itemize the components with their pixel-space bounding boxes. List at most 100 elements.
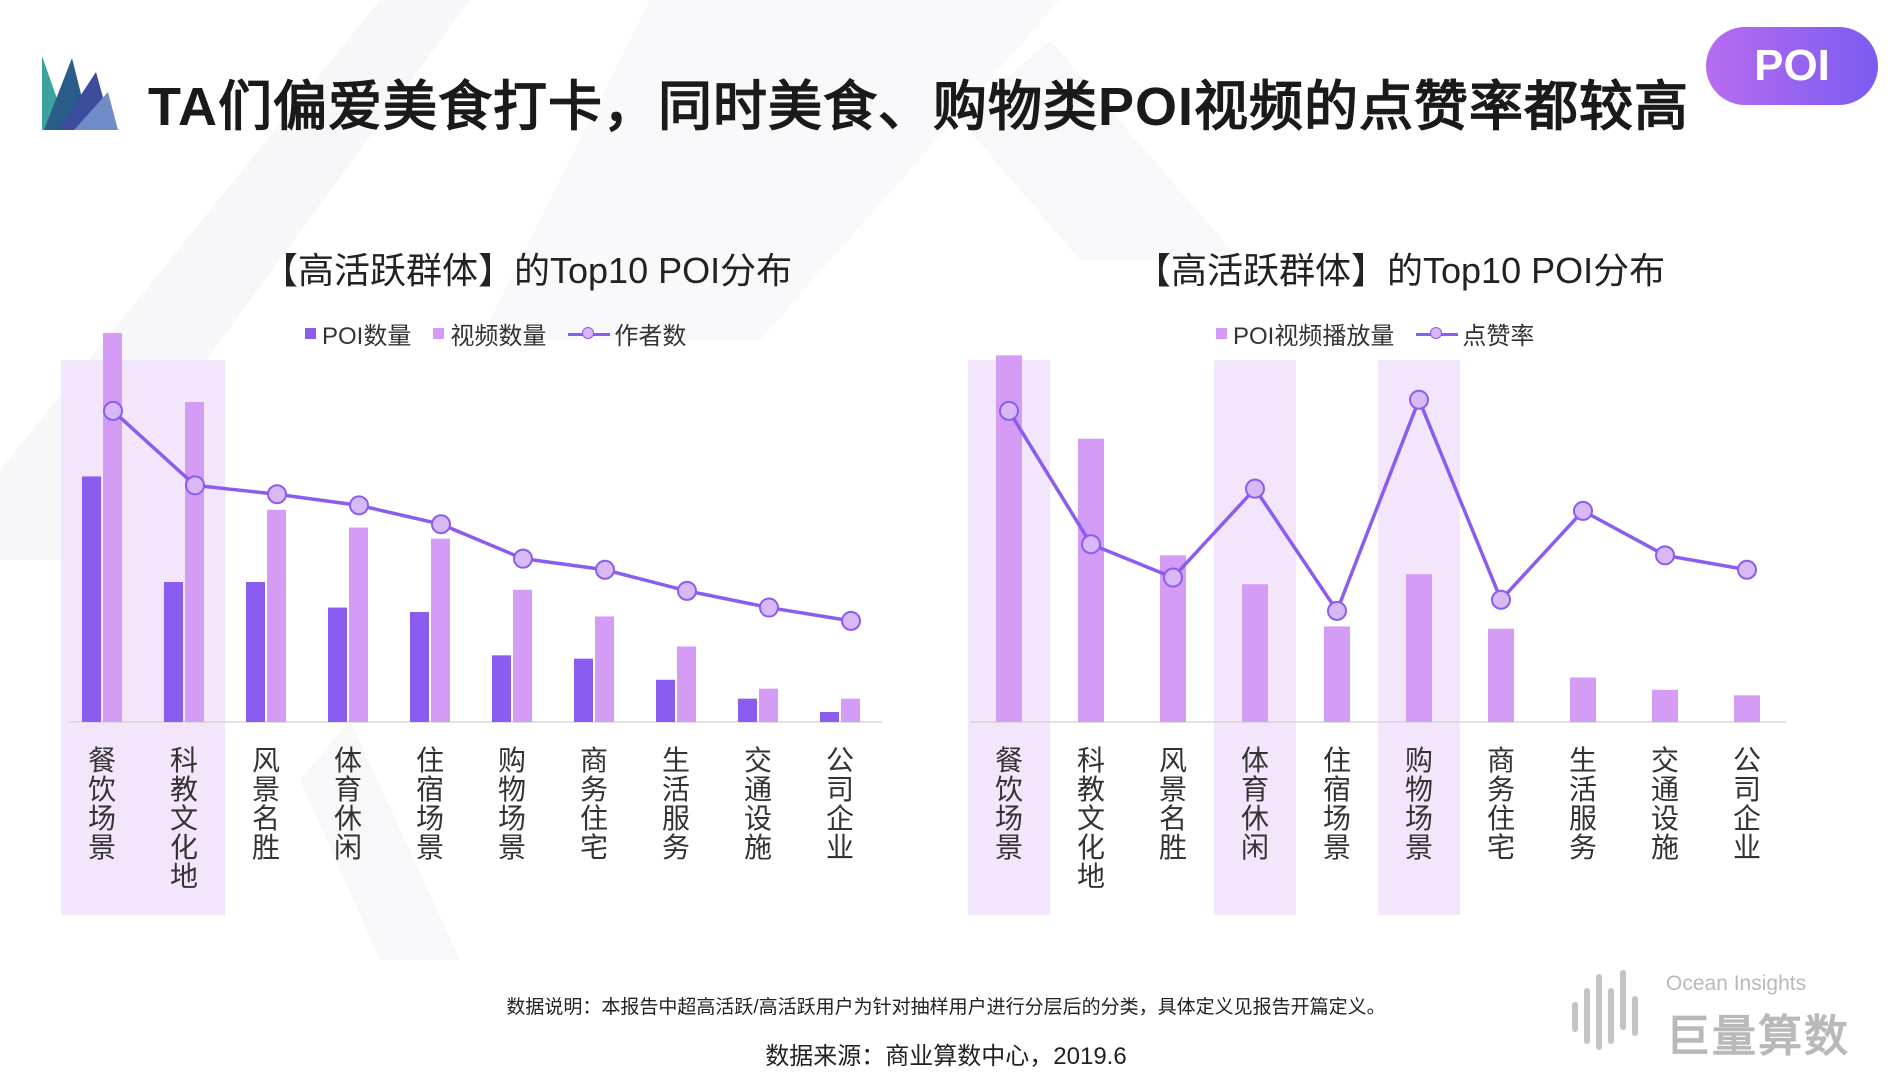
bar-poi-count bbox=[246, 582, 265, 722]
category-label: 风景名胜 bbox=[252, 744, 280, 864]
legend-item-video-count: 视频数量 bbox=[433, 316, 546, 351]
category-label: 科教文化地 bbox=[1077, 744, 1105, 893]
category-label: 住宿场景 bbox=[1323, 744, 1351, 864]
line-point bbox=[1245, 478, 1265, 499]
bar-poi-count bbox=[820, 712, 839, 722]
legend-line-marker-author-count bbox=[568, 326, 611, 341]
line-point bbox=[1655, 545, 1675, 566]
brand-bars-icon bbox=[1572, 970, 1638, 1050]
legend-label-play-count: POI视频播放量 bbox=[1233, 323, 1395, 350]
line-point bbox=[1327, 600, 1347, 621]
bar-video-count bbox=[103, 333, 122, 722]
slide-header: TA们偏爱美食打卡，同时美食、购物类POI视频的点赞率都较高 bbox=[30, 40, 1730, 140]
brand-name-en: Ocean Insights bbox=[1666, 972, 1807, 995]
category-label: 公司企业 bbox=[826, 744, 854, 864]
series-line bbox=[1007, 395, 1748, 615]
bar-video-count bbox=[759, 688, 778, 722]
category-label: 餐饮场景 bbox=[995, 744, 1023, 864]
line-point bbox=[431, 514, 451, 535]
series-line bbox=[111, 409, 852, 623]
category-label: 生活服务 bbox=[662, 744, 690, 864]
bar-video-count bbox=[267, 509, 286, 722]
bar-poi-count bbox=[410, 612, 429, 722]
bar-video-count bbox=[677, 646, 696, 722]
line-point bbox=[677, 580, 697, 601]
chart-title-right: 【高活跃群体】的Top10 POI分布 bbox=[1135, 250, 1666, 291]
legend-right: POI视频播放量 点赞率 bbox=[1216, 316, 1556, 351]
category-label: 生活服务 bbox=[1569, 744, 1597, 864]
legend-label-like-rate: 点赞率 bbox=[1462, 323, 1535, 350]
bar-poi-count bbox=[164, 582, 183, 722]
bar-play-count bbox=[1652, 689, 1678, 722]
poi-badge: POI bbox=[1706, 27, 1878, 105]
bar-video-count bbox=[513, 589, 532, 722]
bar-video-count bbox=[431, 538, 450, 722]
category-label: 风景名胜 bbox=[1159, 744, 1187, 864]
legend-line-marker-like-rate bbox=[1416, 326, 1459, 341]
bar-play-count bbox=[1078, 438, 1104, 722]
bar-play-count bbox=[1242, 584, 1268, 722]
bar-poi-count bbox=[656, 679, 675, 722]
category-label: 商务住宅 bbox=[1487, 744, 1515, 864]
legend-label-video-count: 视频数量 bbox=[450, 323, 547, 350]
bar-video-count bbox=[595, 616, 614, 722]
bar-play-count bbox=[1570, 677, 1596, 722]
category-label: 商务住宅 bbox=[580, 744, 608, 864]
legend-swatch-video-count bbox=[433, 328, 445, 339]
category-label: 交通设施 bbox=[744, 744, 772, 864]
category-label: 交通设施 bbox=[1651, 744, 1679, 864]
bar-poi-count bbox=[492, 655, 511, 722]
line-point bbox=[595, 559, 615, 580]
chart-title-left: 【高活跃群体】的Top10 POI分布 bbox=[262, 250, 793, 291]
line-point bbox=[1573, 500, 1593, 521]
brand-watermark: Ocean Insights 巨量算数 bbox=[1570, 966, 1880, 1061]
line-point bbox=[1491, 589, 1511, 610]
line-point bbox=[759, 597, 779, 618]
bar-poi-count bbox=[328, 607, 347, 722]
line-point bbox=[1409, 389, 1429, 410]
brand-name-cn: 巨量算数 bbox=[1666, 1012, 1850, 1061]
line-point bbox=[185, 475, 205, 496]
data-note: 数据说明：本报告中超高活跃/高活跃用户为针对抽样用户进行分层后的分类，具体定义见… bbox=[506, 997, 1386, 1018]
bar-poi-count bbox=[574, 658, 593, 722]
bar-play-count bbox=[1324, 626, 1350, 722]
line-point bbox=[999, 400, 1019, 421]
category-label: 公司企业 bbox=[1733, 744, 1761, 864]
line-point bbox=[103, 400, 123, 421]
legend-left: POI数量 视频数量 作者数 bbox=[305, 316, 708, 351]
line-point bbox=[513, 548, 533, 569]
legend-label-poi-count: POI数量 bbox=[322, 323, 412, 350]
bar-poi-count bbox=[82, 476, 101, 722]
legend-item-like-rate: 点赞率 bbox=[1416, 316, 1534, 351]
line-point bbox=[349, 495, 369, 516]
bar-play-count bbox=[1488, 628, 1514, 722]
category-label: 体育休闲 bbox=[1241, 744, 1269, 864]
category-label: 购物场景 bbox=[1405, 744, 1433, 864]
line-point bbox=[1737, 559, 1757, 580]
category-label: 科教文化地 bbox=[170, 744, 198, 893]
legend-item-play-count: POI视频播放量 bbox=[1216, 316, 1394, 351]
legend-item-author-count: 作者数 bbox=[568, 316, 686, 351]
legend-item-poi-count: POI数量 bbox=[305, 316, 411, 351]
bar-video-count bbox=[841, 698, 860, 722]
brand-logo-icon bbox=[42, 56, 118, 130]
category-label: 体育休闲 bbox=[334, 744, 362, 864]
legend-label-author-count: 作者数 bbox=[614, 323, 687, 350]
line-point bbox=[1163, 567, 1183, 588]
page-title: TA们偏爱美食打卡，同时美食、购物类POI视频的点赞率都较高 bbox=[148, 77, 1689, 137]
bar-play-count bbox=[1406, 574, 1432, 722]
line-point bbox=[1081, 534, 1101, 555]
legend-swatch-poi-count bbox=[305, 328, 316, 339]
line-point bbox=[841, 610, 861, 631]
category-label: 住宿场景 bbox=[416, 744, 444, 864]
bar-play-count bbox=[1734, 695, 1760, 722]
category-label: 购物场景 bbox=[498, 744, 526, 864]
line-point bbox=[267, 484, 287, 505]
bar-poi-count bbox=[738, 698, 757, 722]
bar-video-count bbox=[349, 527, 368, 722]
legend-swatch-play-count bbox=[1216, 328, 1227, 339]
category-label: 餐饮场景 bbox=[88, 744, 116, 864]
data-source: 数据来源：商业算数中心，2019.6 bbox=[765, 1043, 1127, 1070]
